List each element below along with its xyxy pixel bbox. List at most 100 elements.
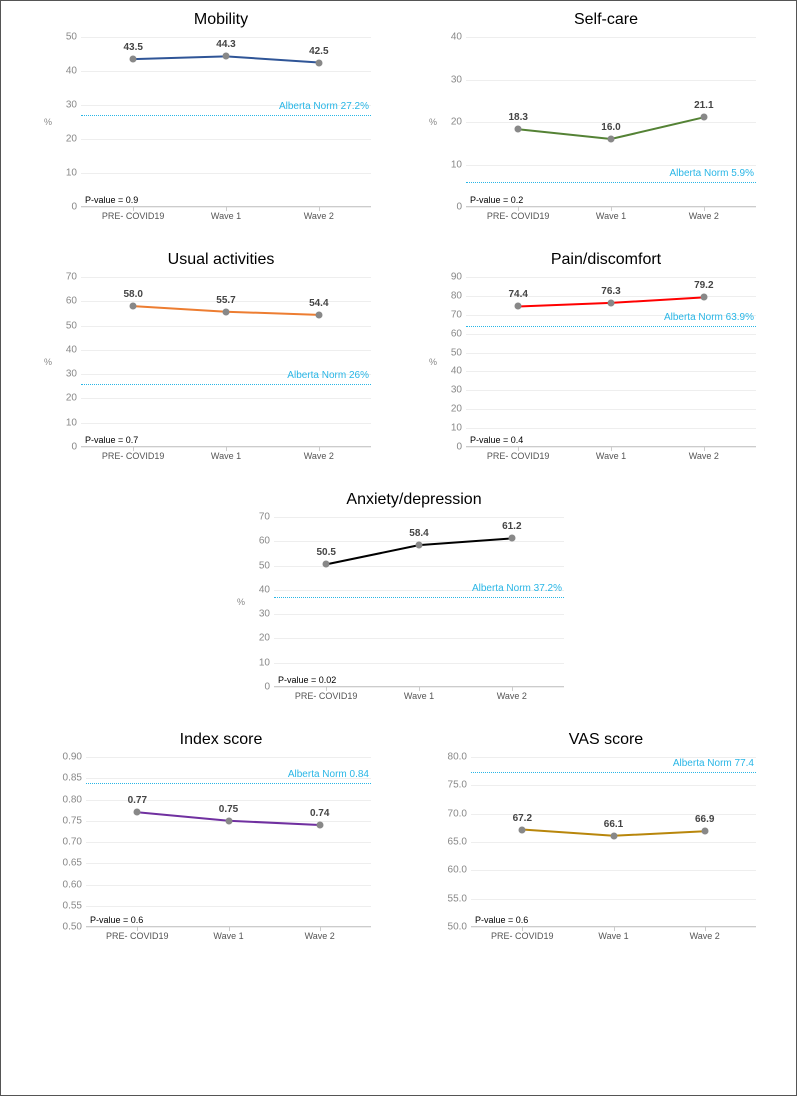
ytick-label: 50.0 xyxy=(448,922,467,933)
ytick-label: 20 xyxy=(451,117,462,128)
ytick-label: 30 xyxy=(451,74,462,85)
xtick-label: Wave 1 xyxy=(404,691,434,701)
chart-title: Pain/discomfort xyxy=(441,251,771,269)
data-marker xyxy=(316,822,323,829)
ytick-label: 10 xyxy=(259,657,270,668)
data-marker xyxy=(134,809,141,816)
chart-pain: Pain/discomfort 0102030405060708090%PRE- … xyxy=(441,251,771,447)
xtick-label: Wave 1 xyxy=(213,931,243,941)
chart-title: Usual activities xyxy=(56,251,386,269)
xtick-label: PRE- COVID19 xyxy=(102,451,165,461)
xtick-label: Wave 2 xyxy=(497,691,527,701)
ytick-label: 50 xyxy=(259,560,270,571)
yaxis-label: % xyxy=(429,357,437,367)
chart-title: Mobility xyxy=(56,11,386,29)
data-marker xyxy=(608,299,615,306)
data-marker xyxy=(700,114,707,121)
xtick-label: Wave 1 xyxy=(598,931,628,941)
chart-title: Anxiety/depression xyxy=(249,491,579,509)
yaxis-label: % xyxy=(237,597,245,607)
xtick-label: Wave 2 xyxy=(304,211,334,221)
plot-area: 50.055.060.065.070.075.080.0PRE- COVID19… xyxy=(471,757,756,927)
ytick-label: 30 xyxy=(259,609,270,620)
chart-anxiety: Anxiety/depression 010203040506070%PRE- C… xyxy=(249,491,579,687)
ytick-label: 20 xyxy=(66,393,77,404)
chart-index: Index score0.500.550.600.650.700.750.800… xyxy=(56,731,386,927)
data-marker xyxy=(701,828,708,835)
ytick-label: 40 xyxy=(259,584,270,595)
data-marker xyxy=(323,561,330,568)
data-marker xyxy=(416,542,423,549)
ytick-label: 0 xyxy=(264,682,270,693)
plot-area: 0.500.550.600.650.700.750.800.850.90PRE-… xyxy=(86,757,371,927)
series-line xyxy=(471,757,756,927)
ytick-label: 30 xyxy=(66,100,77,111)
plot-area: 010203040506070%PRE- COVID19Wave 1Wave 2… xyxy=(274,517,564,687)
ytick-label: 0.60 xyxy=(63,879,82,890)
data-marker xyxy=(315,59,322,66)
xtick-label: Wave 1 xyxy=(211,211,241,221)
xtick-label: PRE- COVID19 xyxy=(295,691,358,701)
data-marker xyxy=(519,826,526,833)
xtick-label: PRE- COVID19 xyxy=(487,451,550,461)
ytick-label: 50 xyxy=(66,320,77,331)
xtick-label: PRE- COVID19 xyxy=(491,931,554,941)
ytick-label: 40 xyxy=(451,366,462,377)
ytick-label: 70.0 xyxy=(448,808,467,819)
ytick-label: 0 xyxy=(71,442,77,453)
data-marker xyxy=(130,56,137,63)
ytick-label: 10 xyxy=(451,423,462,434)
data-marker xyxy=(223,308,230,315)
chart-title: Self-care xyxy=(441,11,771,29)
ytick-label: 0.50 xyxy=(63,922,82,933)
series-line xyxy=(466,37,756,207)
ytick-label: 0 xyxy=(71,202,77,213)
ytick-label: 70 xyxy=(451,309,462,320)
data-marker xyxy=(610,832,617,839)
ytick-label: 65.0 xyxy=(448,837,467,848)
plot-area: 010203040%PRE- COVID19Wave 1Wave 2Albert… xyxy=(466,37,756,207)
ytick-label: 0.75 xyxy=(63,815,82,826)
ytick-label: 10 xyxy=(66,417,77,428)
ytick-label: 50 xyxy=(451,347,462,358)
ytick-label: 90 xyxy=(451,272,462,283)
data-marker xyxy=(508,535,515,542)
series-line xyxy=(81,37,371,207)
yaxis-label: % xyxy=(429,117,437,127)
ytick-label: 0.70 xyxy=(63,837,82,848)
ytick-label: 75.0 xyxy=(448,780,467,791)
ytick-label: 60 xyxy=(451,328,462,339)
plot-area: 010203040506070%PRE- COVID19Wave 1Wave 2… xyxy=(81,277,371,447)
xtick-label: Wave 2 xyxy=(690,931,720,941)
series-line xyxy=(81,277,371,447)
ytick-label: 0.90 xyxy=(63,752,82,763)
xtick-label: Wave 1 xyxy=(596,451,626,461)
xtick-label: Wave 2 xyxy=(689,211,719,221)
ytick-label: 20 xyxy=(66,134,77,145)
data-marker xyxy=(515,126,522,133)
plot-area: 0102030405060708090%PRE- COVID19Wave 1Wa… xyxy=(466,277,756,447)
chart-title: VAS score xyxy=(441,731,771,749)
ytick-label: 55.0 xyxy=(448,893,467,904)
xtick-label: PRE- COVID19 xyxy=(102,211,165,221)
ytick-label: 40 xyxy=(66,66,77,77)
ytick-label: 10 xyxy=(66,168,77,179)
ytick-label: 10 xyxy=(451,159,462,170)
ytick-label: 20 xyxy=(451,404,462,415)
ytick-label: 0 xyxy=(456,442,462,453)
chart-selfcare: Self-care 010203040%PRE- COVID19Wave 1Wav… xyxy=(441,11,771,207)
ytick-label: 0.85 xyxy=(63,773,82,784)
plot-area: 01020304050%PRE- COVID19Wave 1Wave 2Albe… xyxy=(81,37,371,207)
data-marker xyxy=(608,136,615,143)
ytick-label: 80 xyxy=(451,290,462,301)
ytick-label: 40 xyxy=(451,32,462,43)
chart-usual: Usual activities 010203040506070%PRE- COV… xyxy=(56,251,386,447)
ytick-label: 0 xyxy=(456,202,462,213)
data-marker xyxy=(223,53,230,60)
chart-mobility: Mobility 01020304050%PRE- COVID19Wave 1Wa… xyxy=(56,11,386,207)
ytick-label: 60.0 xyxy=(448,865,467,876)
data-marker xyxy=(700,294,707,301)
figure-page: Mobility01020304050%PRE- COVID19Wave 1Wa… xyxy=(0,0,797,1096)
xtick-label: Wave 1 xyxy=(596,211,626,221)
ytick-label: 0.80 xyxy=(63,794,82,805)
